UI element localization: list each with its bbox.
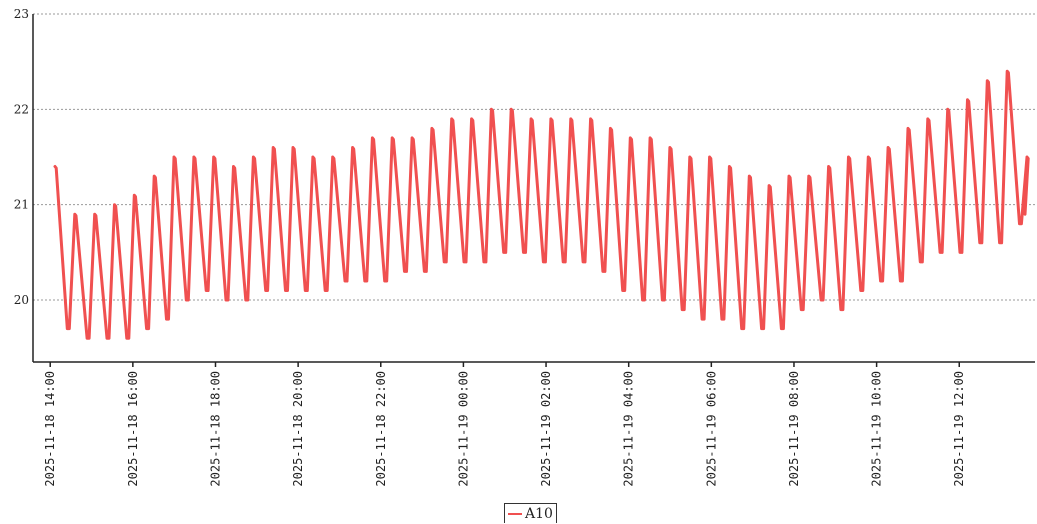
legend-label-a10: A10 [525,505,553,522]
series-line-a10 [53,69,1030,340]
y-tick-label: 20 [14,293,29,307]
x-tick-label: 2025-11-19 04:00 [622,371,636,487]
x-tick-label: 2025-11-18 22:00 [374,371,388,487]
y-axis-ticks: 20 21 22 23 [14,7,29,307]
x-tick-label: 2025-11-19 00:00 [456,371,470,487]
x-tick-label: 2025-11-19 10:00 [870,371,884,487]
x-tick-label: 2025-11-19 08:00 [787,371,801,487]
y-tick-label: 22 [14,102,29,116]
x-tick-label: 2025-11-18 20:00 [291,371,305,487]
x-tick-label: 2025-11-19 12:00 [952,371,966,487]
x-tick-label: 2025-11-19 06:00 [704,371,718,487]
legend[interactable]: A10 [504,503,557,523]
gridlines [33,13,1035,301]
x-axis-ticks: 2025-11-18 14:00 2025-11-18 16:00 2025-11-… [43,362,966,487]
x-tick-label: 2025-11-18 18:00 [208,371,222,487]
x-tick-label: 2025-11-19 02:00 [539,371,553,487]
y-tick-label: 21 [14,198,29,212]
legend-swatch-a10 [508,512,522,515]
x-tick-label: 2025-11-18 16:00 [126,371,140,487]
x-tick-label: 2025-11-18 14:00 [43,371,57,487]
y-tick-label: 23 [14,7,29,21]
